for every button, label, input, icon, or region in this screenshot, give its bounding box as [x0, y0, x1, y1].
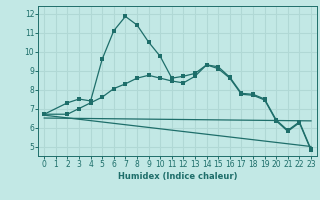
- X-axis label: Humidex (Indice chaleur): Humidex (Indice chaleur): [118, 172, 237, 181]
